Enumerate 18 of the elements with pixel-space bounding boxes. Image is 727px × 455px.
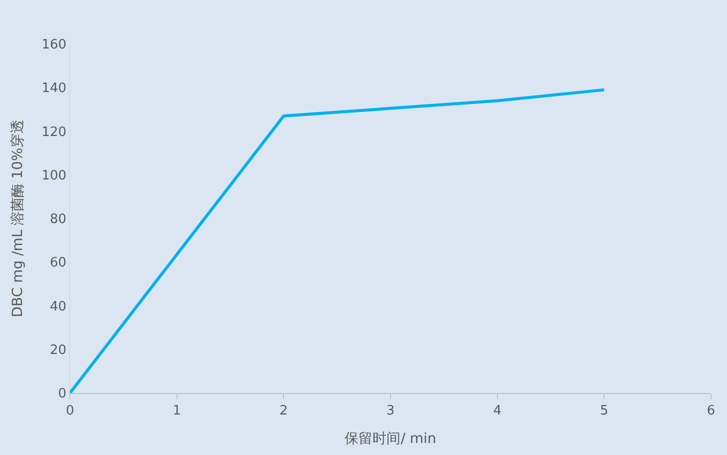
y-tick-label: 20 [50, 342, 66, 358]
y-axis-title: DBC mg /mL 溶菌酶 10%穿透 [10, 120, 26, 318]
line-series [70, 88, 606, 393]
y-tick-label: 140 [42, 81, 66, 96]
x-tick-label: 6 [706, 404, 716, 419]
x-tick-label: 3 [386, 404, 395, 419]
y-tick-label: 60 [50, 256, 66, 271]
x-axis-title: 保留时间/ min [344, 430, 436, 447]
y-tick-label: 120 [42, 124, 66, 140]
y-tick-label: 80 [50, 212, 66, 228]
x-tick-label: 2 [280, 404, 288, 419]
y-tick-label: 40 [50, 299, 66, 314]
x-tick-label: 5 [600, 404, 608, 419]
y-tick-label: 100 [42, 168, 66, 184]
y-tick-label: 0 [58, 386, 66, 402]
x-tick-label: 4 [493, 404, 502, 419]
y-tick-label: 160 [42, 38, 66, 53]
x-tick-label: 1 [172, 404, 181, 419]
